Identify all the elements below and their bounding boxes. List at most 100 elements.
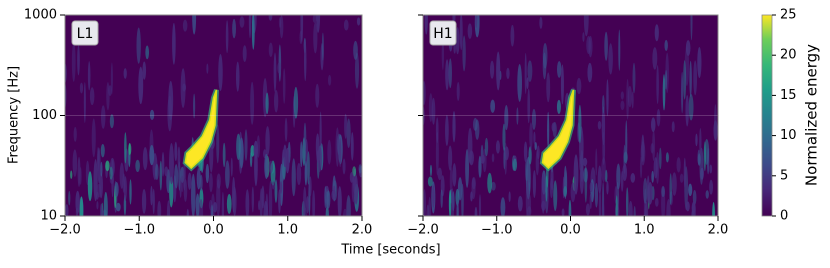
noise-streak [676, 157, 681, 173]
noise-streak [705, 190, 709, 199]
noise-streak [150, 185, 153, 206]
noise-streak [271, 181, 275, 190]
noise-streak [517, 195, 523, 212]
noise-streak [437, 167, 442, 181]
noise-streak [129, 179, 132, 205]
noise-streak [468, 150, 474, 166]
y-tick-label: 1000 [24, 8, 57, 23]
noise-streak [245, 189, 250, 216]
noise-streak [149, 109, 155, 121]
noise-streak [100, 105, 106, 129]
noise-streak [75, 207, 79, 216]
noise-streak [561, 208, 565, 216]
noise-streak [225, 160, 230, 189]
noise-streak [192, 15, 197, 35]
noise-streak [268, 42, 273, 57]
noise-streak [578, 104, 582, 144]
noise-streak [103, 191, 108, 216]
noise-streak [331, 189, 336, 201]
noise-streak [632, 62, 636, 94]
noise-streak [100, 144, 105, 158]
colorbar-label: Normalized energy [803, 44, 821, 186]
noise-streak [699, 147, 704, 185]
noise-streak [429, 164, 433, 177]
noise-streak [216, 124, 220, 164]
noise-streak [91, 118, 96, 158]
noise-streak [625, 187, 629, 216]
noise-streak [423, 80, 426, 105]
noise-streak [191, 173, 196, 216]
noise-streak [589, 181, 594, 193]
noise-streak [448, 189, 452, 216]
noise-streak [496, 51, 501, 91]
y-axis-label: Frequency [Hz] [7, 66, 22, 164]
noise-streak [669, 173, 672, 205]
noise-streak [291, 158, 296, 197]
noise-streak [510, 24, 515, 47]
noise-streak [531, 108, 537, 130]
noise-streak [666, 199, 671, 216]
noise-streak [506, 67, 510, 80]
noise-streak [541, 173, 546, 214]
noise-streak [665, 152, 669, 163]
noise-streak [65, 204, 69, 216]
noise-streak [697, 149, 701, 165]
noise-streak [259, 188, 263, 216]
noise-streak [100, 161, 103, 177]
colorbar-tick-label: 25 [780, 8, 797, 23]
panel-label: L1 [77, 26, 94, 42]
noise-streak [602, 95, 605, 114]
noise-streak [626, 78, 629, 120]
colorbar-tick-label: 10 [780, 128, 797, 143]
noise-streak [96, 146, 100, 172]
noise-streak [268, 160, 274, 174]
noise-streak [321, 32, 324, 61]
noise-streak [689, 60, 692, 98]
noise-streak [96, 183, 102, 198]
noise-streak [656, 64, 659, 105]
noise-streak [653, 157, 658, 179]
noise-streak [654, 24, 659, 42]
noise-streak [683, 60, 687, 100]
noise-streak [274, 179, 278, 203]
noise-streak [450, 188, 455, 216]
noise-streak [606, 79, 609, 117]
noise-streak [138, 66, 144, 105]
noise-streak [712, 201, 715, 216]
noise-streak [691, 210, 695, 216]
noise-streak [346, 118, 351, 148]
noise-streak [504, 105, 509, 131]
noise-streak [205, 163, 210, 184]
noise-streak [424, 15, 428, 35]
noise-streak [539, 16, 543, 29]
noise-streak [312, 190, 316, 216]
noise-streak [226, 193, 232, 214]
noise-streak [647, 181, 653, 205]
noise-streak [339, 137, 342, 168]
noise-streak [427, 176, 433, 187]
noise-streak [285, 147, 290, 174]
noise-streak [478, 194, 482, 216]
x-tick-label: 0.0 [560, 223, 581, 238]
noise-streak [236, 133, 241, 160]
noise-streak [273, 90, 279, 113]
noise-streak [631, 91, 634, 109]
noise-streak [231, 176, 236, 213]
noise-streak [350, 132, 354, 161]
noise-streak [230, 157, 233, 177]
noise-streak [326, 190, 331, 209]
noise-streak [296, 162, 302, 186]
noise-streak [356, 17, 361, 26]
noise-streak [307, 151, 310, 185]
noise-streak [99, 203, 103, 216]
noise-streak [351, 176, 355, 203]
noise-streak [278, 189, 281, 214]
noise-streak [324, 186, 327, 209]
noise-streak [115, 202, 121, 212]
noise-streak [293, 86, 299, 119]
panel-label: H1 [433, 26, 452, 42]
noise-streak [527, 88, 531, 124]
noise-streak [199, 198, 204, 216]
noise-streak [70, 170, 73, 180]
